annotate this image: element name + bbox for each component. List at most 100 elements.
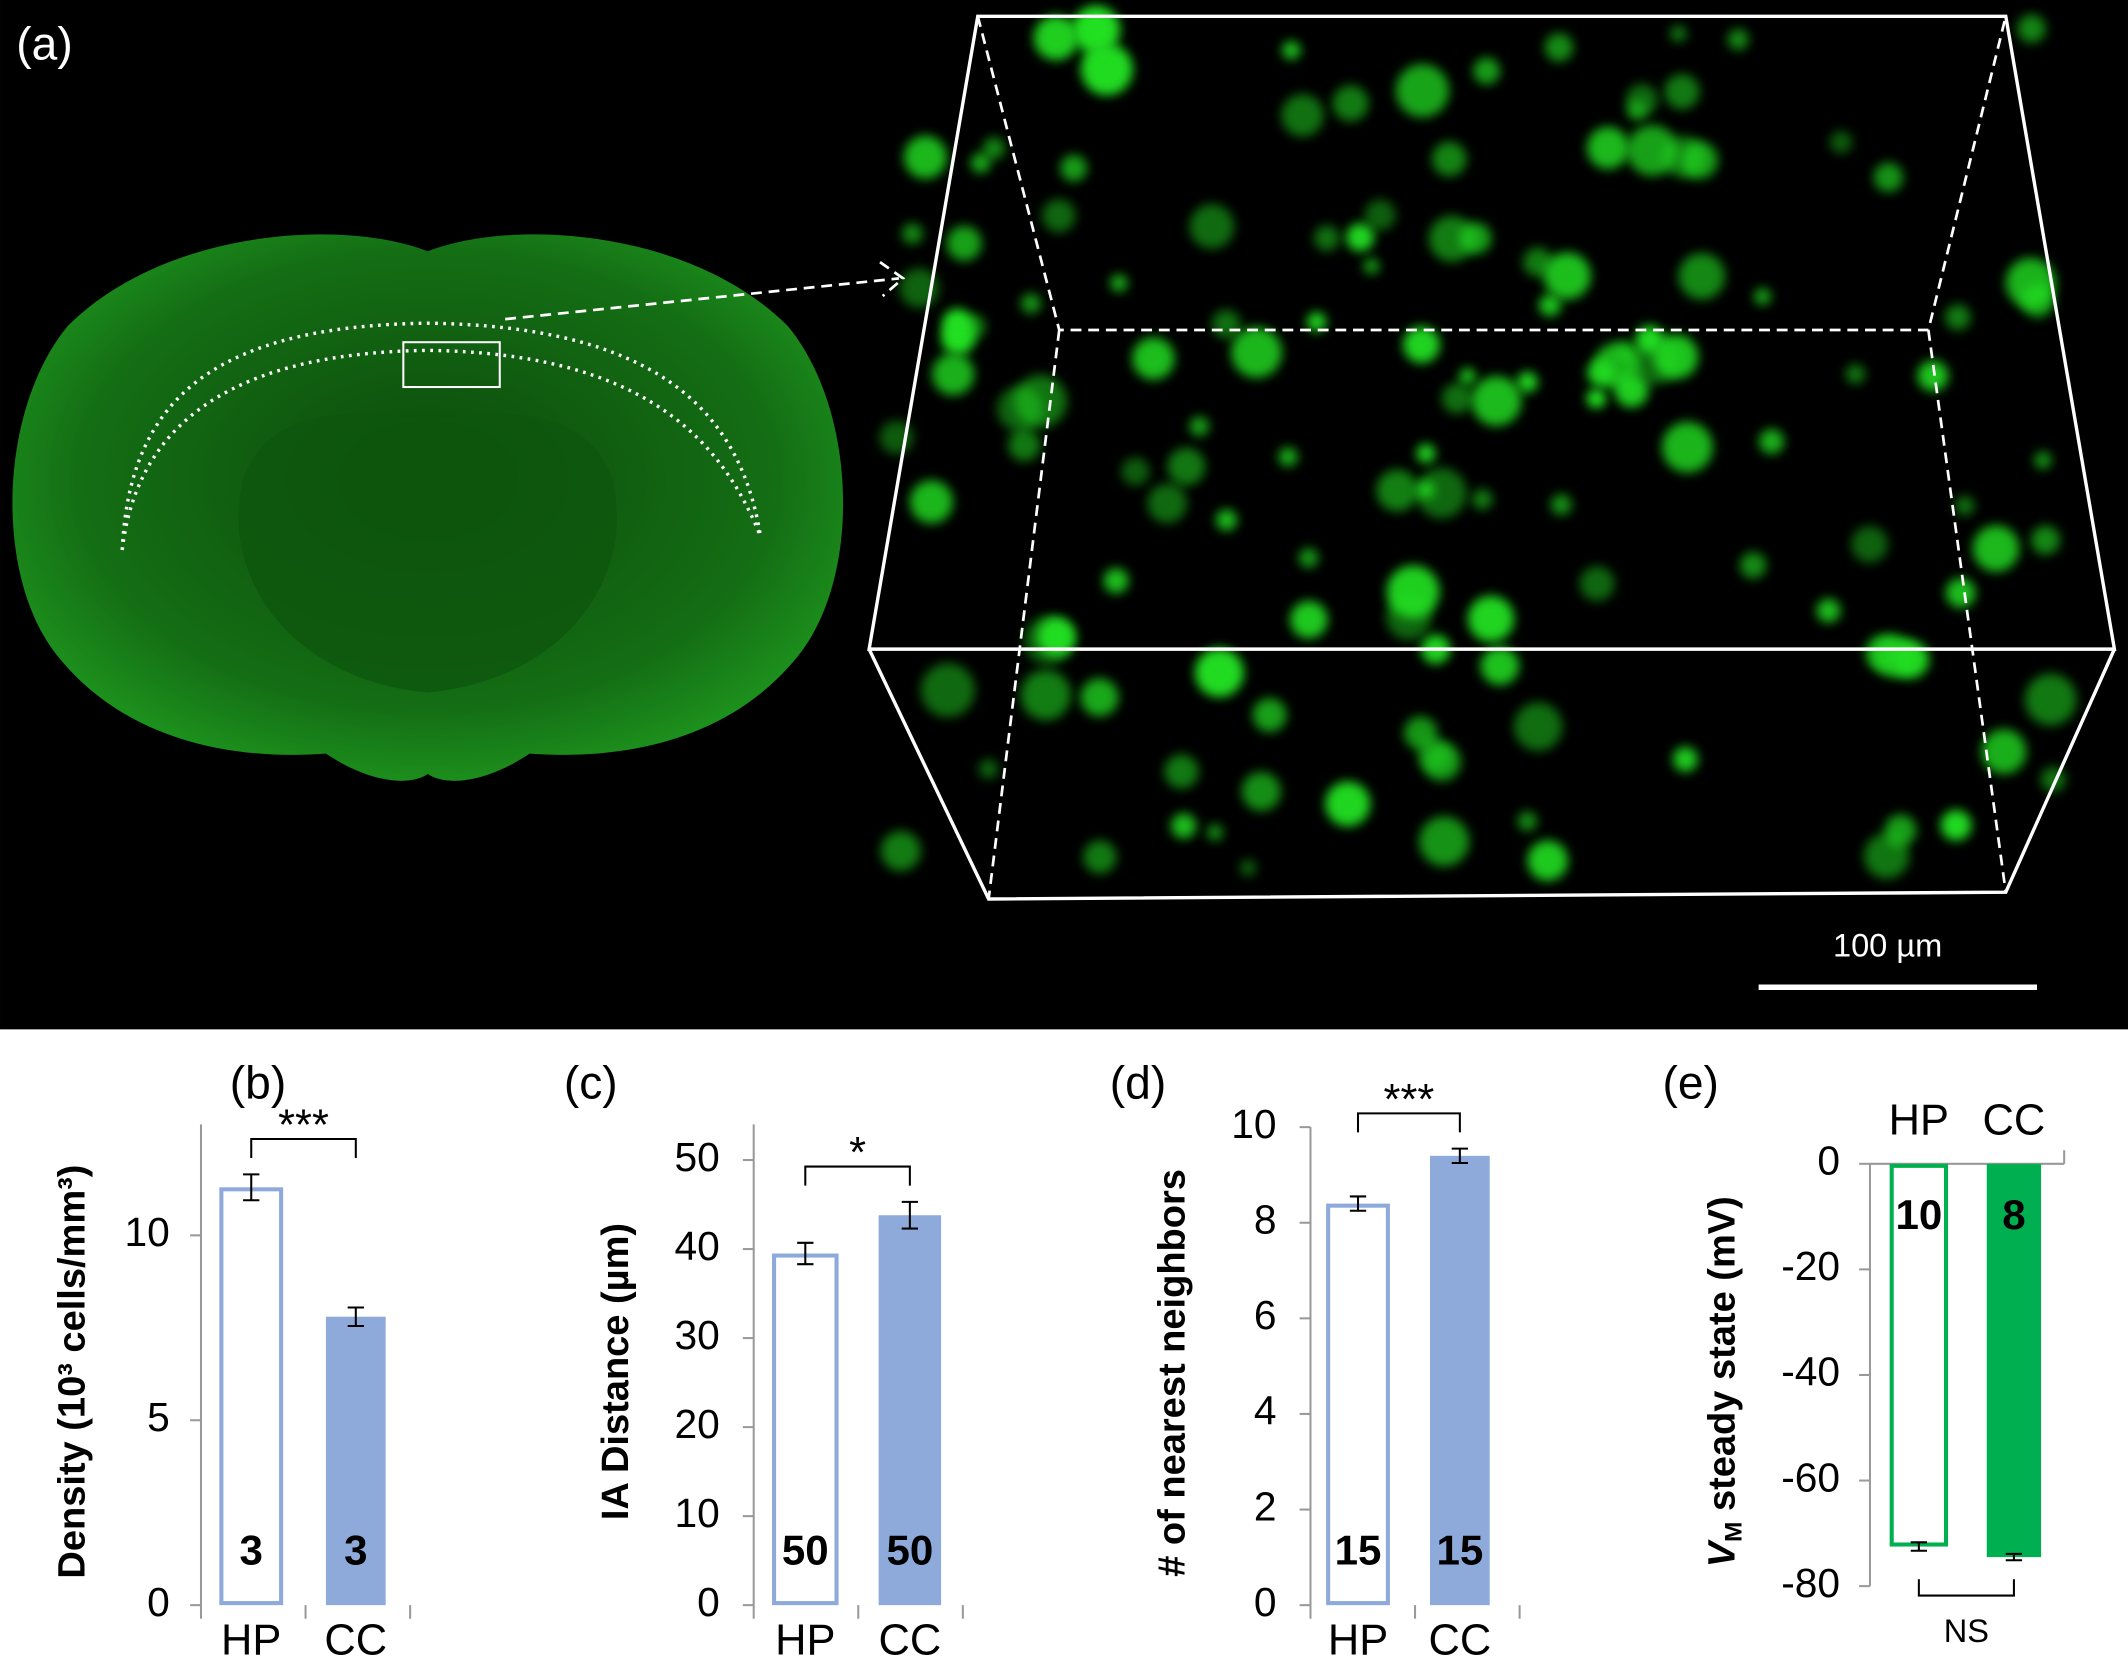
cell [1417,481,1435,499]
cell [1033,15,1079,61]
cell [1845,364,1866,384]
n-label: 8 [2002,1191,2025,1238]
x-tick-label: HP [1889,1097,1949,1145]
cell [946,225,982,261]
y-tick-label: 10 [1231,1101,1276,1147]
n-label: 50 [782,1527,829,1574]
cell [1189,416,1210,437]
cell [1471,376,1522,426]
cell [1873,162,1904,193]
cell [1441,382,1473,414]
cell [1416,443,1436,464]
cell [1472,488,1493,510]
bar [772,1253,839,1606]
y-tick-label: 0 [697,1579,720,1625]
error-bar [1451,1147,1469,1165]
cell [1579,566,1615,602]
cell [1194,648,1244,698]
cell [1314,225,1340,251]
cell [1252,698,1287,732]
cell [1428,215,1475,262]
y-tick-label: 2 [1254,1483,1277,1529]
y-tick-label: 30 [674,1312,719,1358]
y-axis-label: VM steady state (mV) [1702,1196,1748,1567]
n-label: 3 [344,1527,367,1574]
brain-inner [238,413,617,693]
cell [1416,467,1467,519]
cell [903,135,948,179]
cell [1944,304,1971,331]
scale-bar-label: 100 µm [1833,926,1942,963]
cell [1945,578,1976,608]
y-tick-label: -80 [1781,1560,1840,1606]
panel-label: (d) [1110,1057,1166,1109]
cell [1282,41,1301,60]
cell [1672,746,1698,772]
cell [1467,595,1515,642]
panel-label: (e) [1663,1057,1719,1109]
n-label: 50 [886,1527,933,1574]
error-bar [1910,1541,1928,1552]
cell [1459,367,1476,385]
cell [1955,495,1975,516]
arrow [505,260,906,321]
cell [1543,252,1591,300]
cell [1829,130,1853,154]
panel-label: (b) [230,1057,286,1109]
cell [1395,64,1450,118]
bar [219,1187,284,1606]
cell [982,137,1005,160]
cell [932,353,975,396]
cell [1586,388,1607,409]
significance-label: *** [278,1102,329,1150]
error-bar [2005,1552,2023,1562]
cell [1662,421,1713,473]
cell [901,223,923,245]
n-label: 15 [1335,1527,1382,1574]
cell [1972,525,2020,572]
cell [1376,469,1419,512]
cell [1629,336,1678,386]
error-bar [243,1173,260,1202]
cell [1110,274,1128,292]
cell [1626,101,1647,121]
bar [878,1215,942,1606]
cell [2005,257,2056,308]
cell [1278,447,1298,467]
significance-bracket [1917,1579,2015,1597]
cell [1586,126,1630,169]
y-tick-label: 8 [1254,1197,1277,1243]
significance-bracket [250,1138,357,1159]
n-label: 15 [1436,1527,1483,1574]
significance-label: *** [1384,1076,1435,1124]
cell [942,308,972,339]
cell [1403,326,1440,364]
y-tick-label: 0 [1817,1138,1840,1184]
cell [1513,702,1563,751]
cell [1121,457,1150,486]
cell [1664,74,1700,110]
cell [1626,124,1678,176]
cell [1298,548,1319,568]
n-label: 3 [240,1527,263,1574]
cell [1544,33,1574,62]
cell [2017,14,2046,43]
error-bar [901,1200,919,1230]
y-axis-label-part: steady state (mV) [1702,1196,1744,1521]
cell [1325,781,1371,827]
cell [1550,494,1572,516]
cell [1239,859,1257,877]
cell [1189,204,1235,249]
bar [325,1316,386,1606]
cell [909,480,953,524]
cell [1167,447,1206,486]
cell [1516,371,1538,393]
y-tick-label: -60 [1781,1454,1840,1500]
cell [1132,337,1175,380]
cell [1419,816,1470,867]
cell [1678,252,1726,300]
cell [1215,509,1238,531]
cell [1170,813,1197,839]
cell [1981,729,2027,774]
